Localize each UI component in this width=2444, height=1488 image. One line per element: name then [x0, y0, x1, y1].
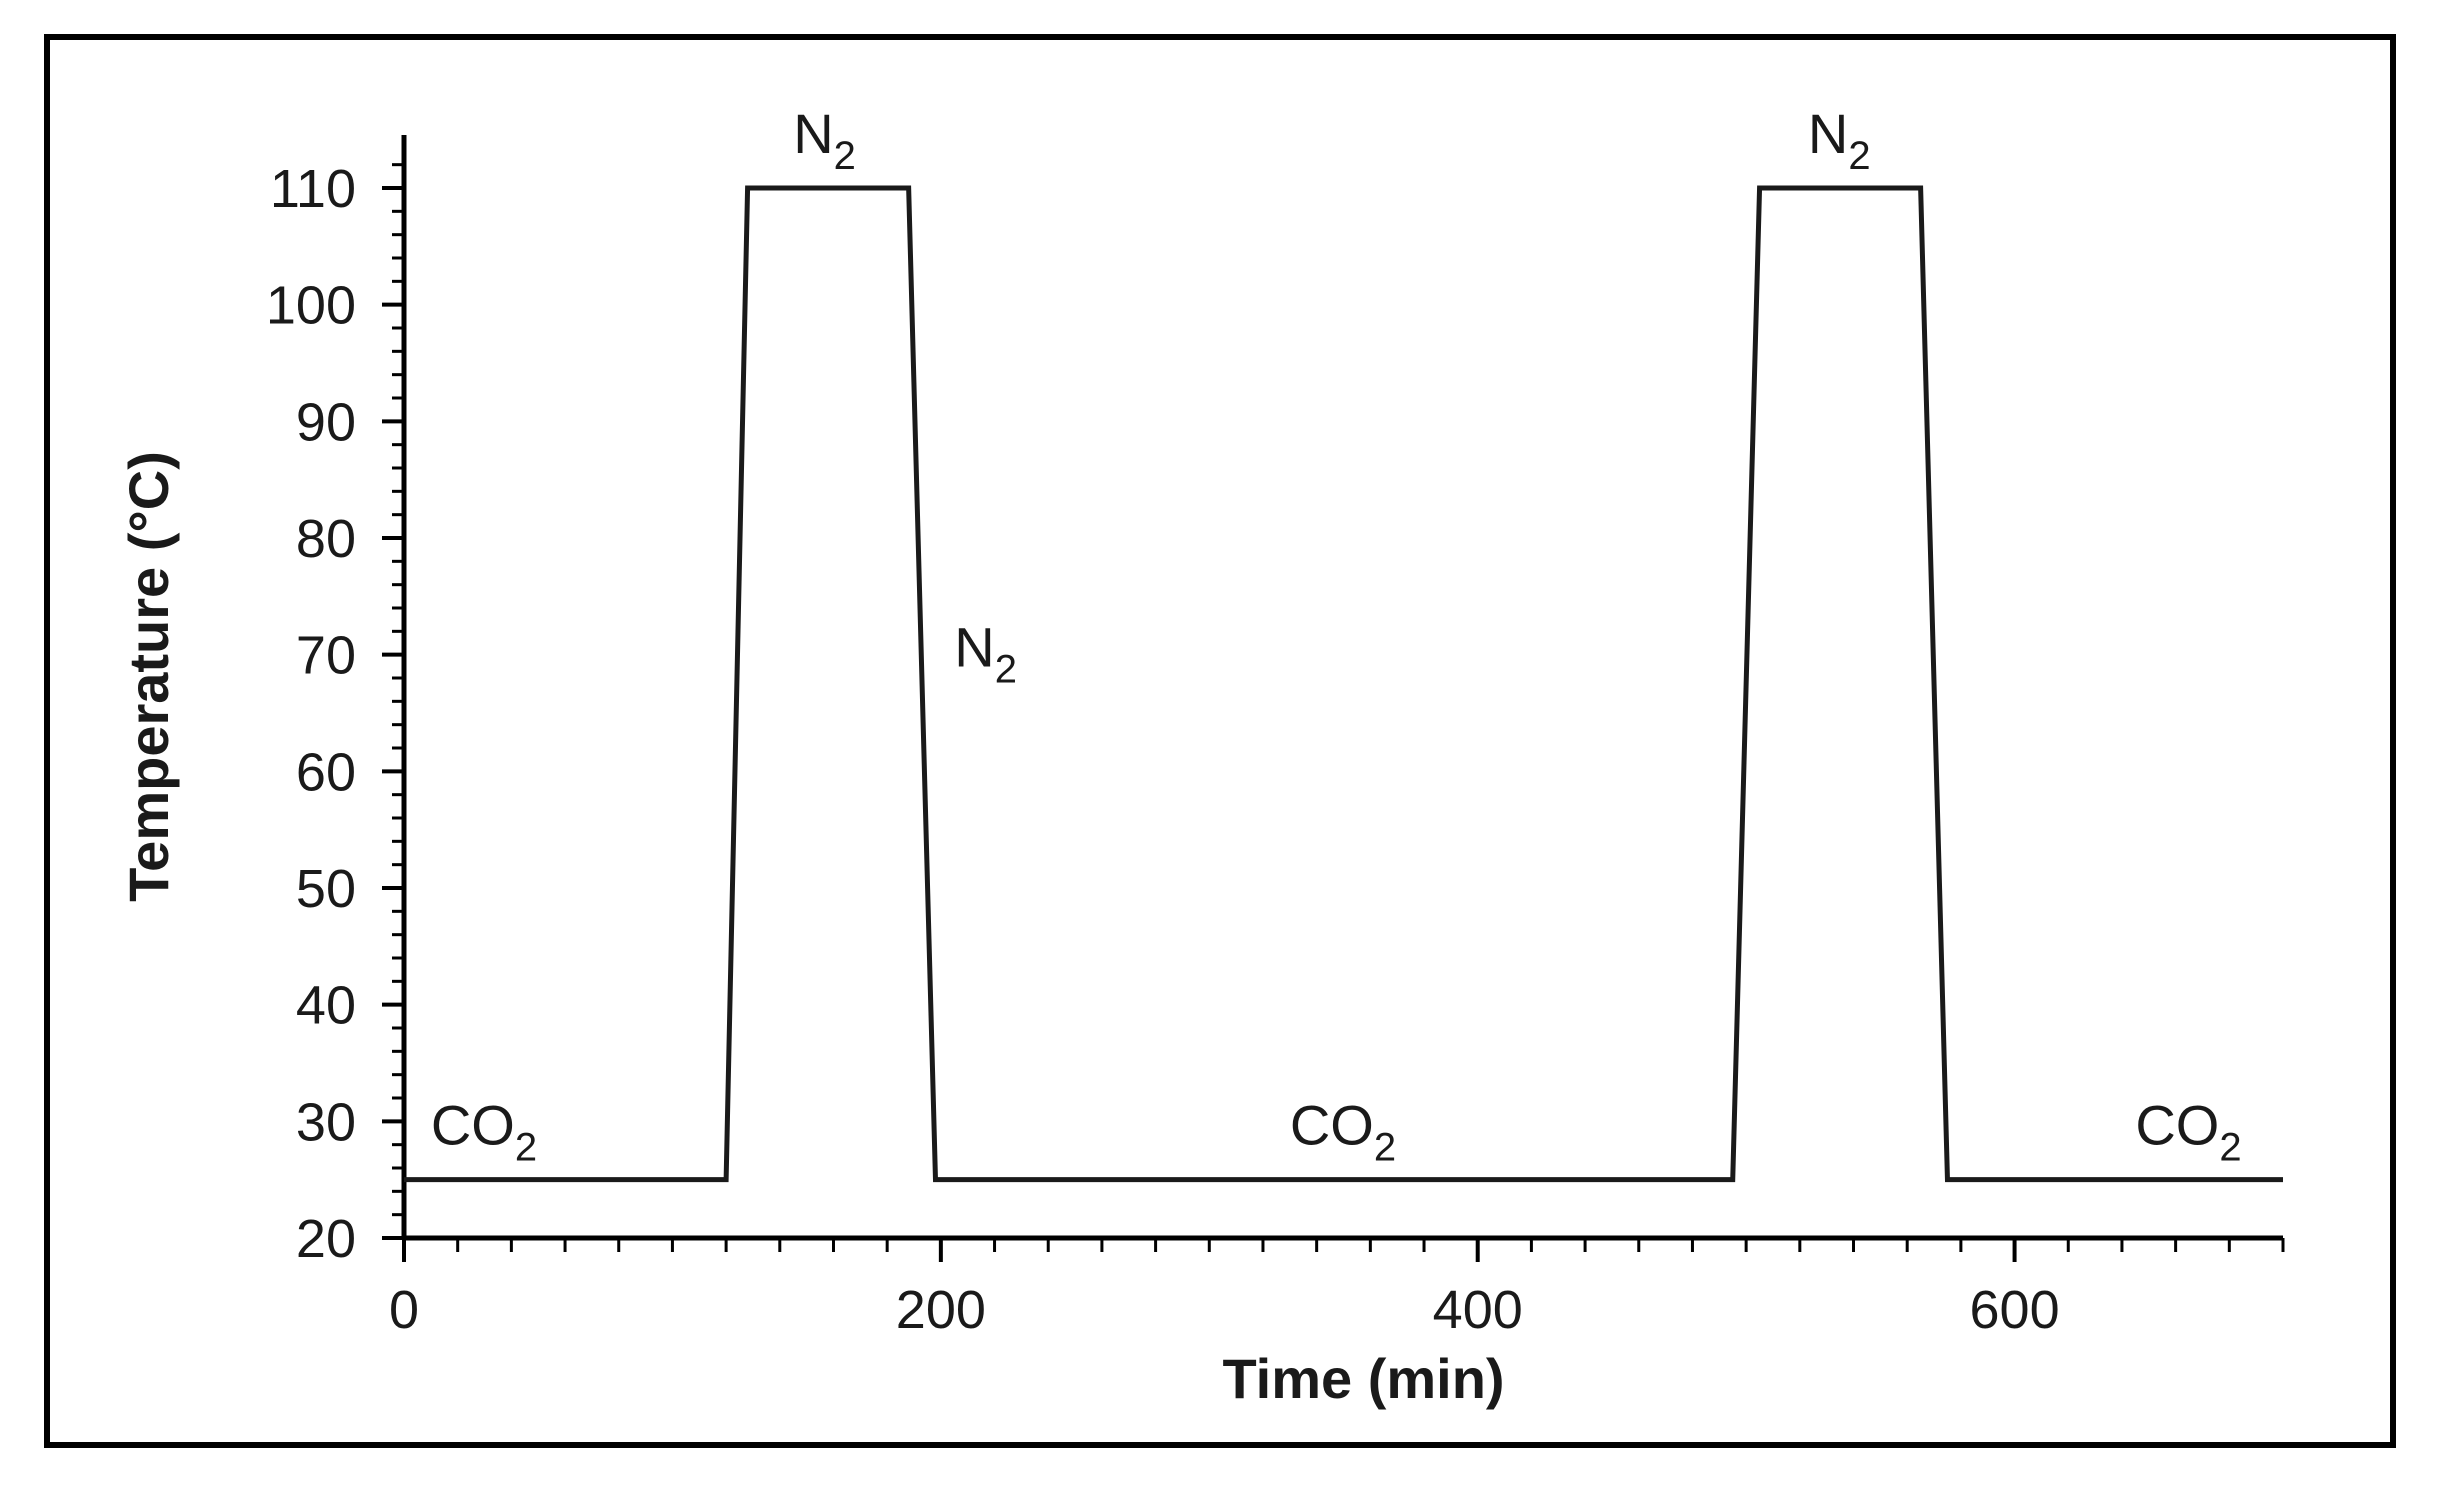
gas-label: CO2: [1290, 1094, 1396, 1170]
y-tick-label: 80: [296, 509, 356, 569]
tick-labels: 20 30 40 50 60 70 80 90 100 110 0 200 400 600: [266, 159, 2060, 1340]
y-tick-label: 70: [296, 626, 356, 686]
axes: [401, 135, 2283, 1241]
x-tick-label: 600: [1970, 1280, 2060, 1340]
series-line: [404, 185, 2283, 1183]
x-axis-title: Time (min): [1222, 1347, 1504, 1410]
y-tick-label: 20: [296, 1209, 356, 1269]
y-tick-label: 90: [296, 392, 356, 452]
x-tick-label: 400: [1433, 1280, 1523, 1340]
gas-label: N2: [954, 615, 1017, 691]
y-tick-label: 40: [296, 976, 356, 1036]
x-tick-label: 0: [389, 1280, 419, 1340]
y-tick-label: 50: [296, 859, 356, 919]
gas-label: CO2: [2135, 1094, 2241, 1170]
x-tick-label: 200: [896, 1280, 986, 1340]
y-tick-label: 100: [266, 276, 356, 336]
y-tick-label: 110: [270, 159, 356, 219]
gas-label: N2: [793, 102, 856, 178]
gas-label: CO2: [431, 1094, 537, 1170]
y-axis-title: Temperature (°C): [117, 451, 180, 902]
figure-frame: [44, 34, 2396, 1448]
gas-label: N2: [1808, 102, 1871, 178]
ticks: [382, 163, 2285, 1262]
series-layer: [404, 185, 2283, 1183]
annotations: CO2 N2 N2 CO2 CO2 N2: [431, 102, 2242, 1170]
y-tick-label: 30: [296, 1092, 356, 1152]
y-tick-label: 60: [296, 742, 356, 802]
